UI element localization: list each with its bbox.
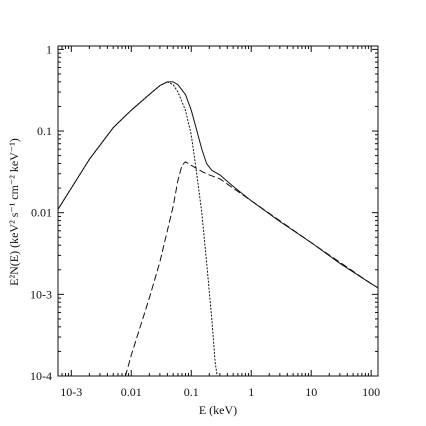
x-tick-label: 0.1: [184, 385, 199, 399]
x-tick-label: 10-3: [60, 385, 82, 399]
plot-frame: [57, 45, 379, 377]
x-axis-label: E (keV): [199, 403, 237, 417]
y-tick-label: 10-4: [30, 369, 52, 383]
y-axis-label: E²N(E) (keV² s⁻¹ cm⁻² keV⁻¹): [7, 138, 21, 286]
y-tick-label: 10-3: [30, 287, 52, 301]
x-tick-label: 10: [305, 385, 317, 399]
x-tick-label: 1: [248, 385, 254, 399]
axes-layer: 10-3 0.01 0.1 1 10 100 10-4 10-3 0.01 0.1 1: [30, 42, 380, 399]
y-tick-label: 1: [46, 42, 52, 56]
x-tick-label: 0.01: [121, 385, 142, 399]
y-tick-label: 0.01: [31, 206, 52, 220]
y-tick-label: 0.1: [37, 124, 52, 138]
x-tick-label: 100: [362, 385, 380, 399]
series-line-3: [124, 161, 379, 377]
series-line-2: [57, 81, 218, 377]
series-layer: [57, 81, 379, 377]
